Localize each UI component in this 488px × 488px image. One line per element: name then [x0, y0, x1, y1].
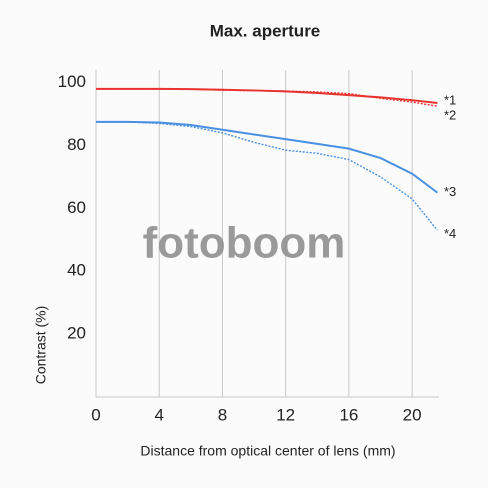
x-tick-label: 0	[91, 405, 100, 424]
series-line	[96, 121, 438, 231]
y-tick-label: 60	[67, 198, 86, 217]
x-axis-label: Distance from optical center of lens (mm…	[140, 443, 395, 459]
chart-title: Max. aperture	[210, 21, 321, 40]
series-line	[96, 88, 438, 107]
y-tick-label: 80	[67, 135, 86, 154]
x-tick-label: 20	[403, 405, 422, 424]
legend-label: *1	[444, 92, 456, 107]
y-tick-label: 100	[58, 72, 86, 91]
legend-label: *4	[444, 226, 456, 241]
legend-label: *2	[444, 108, 456, 123]
y-tick-label: 20	[67, 324, 86, 343]
y-tick-label: 40	[67, 261, 86, 280]
watermark: fotoboom	[143, 219, 346, 268]
x-tick-label: 12	[276, 405, 295, 424]
series-line	[96, 120, 439, 194]
x-tick-label: 16	[339, 405, 358, 424]
x-tick-label: 4	[154, 405, 163, 424]
x-tick-label: 8	[218, 405, 227, 424]
y-axis-label: Contrast (%)	[33, 306, 49, 385]
legend-label: *3	[444, 184, 456, 199]
